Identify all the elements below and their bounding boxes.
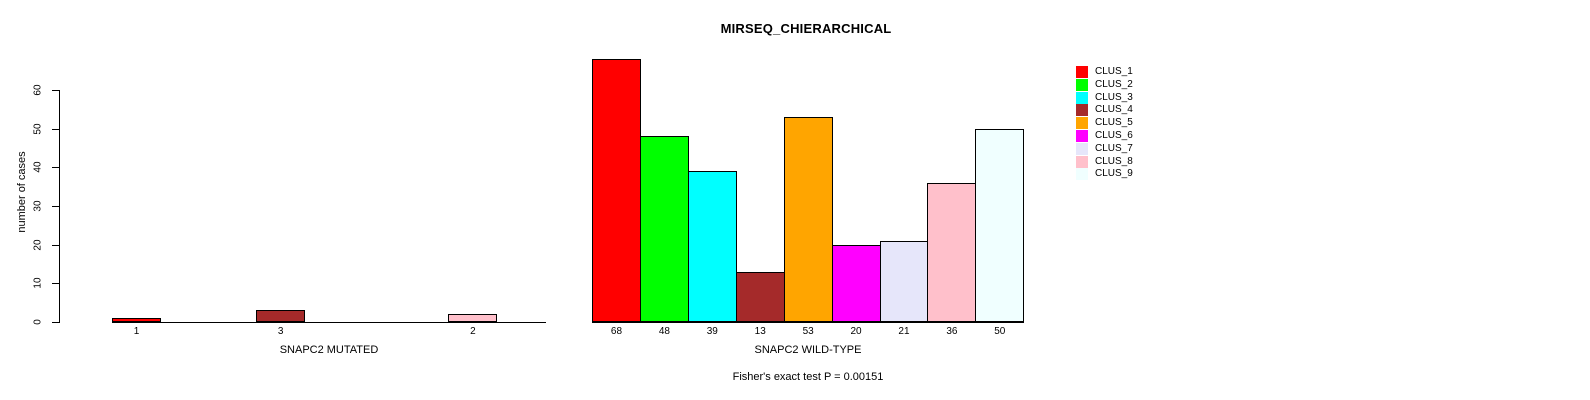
x-axis-label-mutated: SNAPC2 MUTATED <box>279 344 379 356</box>
bar-count-label: 1 <box>133 326 140 337</box>
y-axis-label: number of cases <box>16 151 28 233</box>
legend-label: CLUS_2 <box>1095 78 1133 90</box>
bar-count-label: 48 <box>658 326 670 337</box>
bar-count-label: 39 <box>706 326 718 337</box>
legend-label: CLUS_9 <box>1095 168 1133 180</box>
y-axis-tick <box>52 283 59 285</box>
bar-clus_4 <box>256 310 306 322</box>
bar-clus_2 <box>639 136 689 322</box>
bar-clus_6 <box>831 244 881 322</box>
y-axis-tick-label: 60 <box>32 84 44 96</box>
bar-count-label: 68 <box>610 326 623 337</box>
bar-count-label: 53 <box>802 326 814 337</box>
x-axis-line <box>592 322 1025 323</box>
x-axis-line <box>112 322 546 323</box>
bar-count-label: 20 <box>850 326 862 337</box>
fisher-test-annotation: Fisher's exact test P = 0.00151 <box>732 371 884 383</box>
legend-label: CLUS_6 <box>1095 130 1133 141</box>
y-axis-tick <box>52 90 59 91</box>
bar-count-label: 2 <box>470 326 476 337</box>
bar-clus_4 <box>735 271 785 322</box>
legend-swatch-clus_9 <box>1076 168 1088 181</box>
bar-clus_5 <box>783 117 833 322</box>
bar-clus_9 <box>975 128 1025 322</box>
bar-clus_1 <box>112 318 162 322</box>
legend-label: CLUS_3 <box>1095 91 1133 103</box>
bar-clus_8 <box>927 182 977 322</box>
x-axis-label-wildtype: SNAPC2 WILD-TYPE <box>754 344 862 356</box>
y-axis-tick-label: 50 <box>32 123 44 135</box>
bar-count-label: 50 <box>994 326 1006 337</box>
y-axis-tick <box>52 206 59 207</box>
bar-count-label: 13 <box>754 326 766 337</box>
y-axis-tick <box>52 244 59 246</box>
legend-swatch-clus_3 <box>1076 91 1088 104</box>
legend-swatch-clus_6 <box>1076 130 1088 142</box>
legend-swatch-clus_7 <box>1076 142 1088 155</box>
chart-title: MIRSEQ_CHIERARCHICAL <box>720 21 892 36</box>
y-axis-tick <box>52 322 59 323</box>
bar-clus_3 <box>687 171 737 322</box>
bar-clus_1 <box>592 59 641 322</box>
legend-label: CLUS_7 <box>1095 142 1133 154</box>
bar-clus_7 <box>879 240 929 322</box>
legend: CLUS_1 CLUS_2 CLUS_3 CLUS_4 CLUS_5 CLUS_6 CLUS… <box>1076 0 1196 200</box>
y-axis-tick-label: 30 <box>32 200 44 212</box>
legend-swatch-clus_4 <box>1076 104 1088 117</box>
y-axis-tick <box>52 128 59 130</box>
legend-label: CLUS_5 <box>1095 117 1133 129</box>
y-axis-tick-label: 10 <box>32 277 44 289</box>
legend-label: CLUS_8 <box>1095 155 1133 167</box>
y-axis-tick <box>52 167 59 169</box>
legend-swatch-clus_5 <box>1076 117 1088 130</box>
y-axis-tick-label: 20 <box>32 239 44 251</box>
bar-clus_8 <box>448 314 498 322</box>
legend-label: CLUS_1 <box>1095 66 1133 77</box>
bar-count-label: 3 <box>277 326 284 337</box>
legend-label: CLUS_4 <box>1095 104 1133 116</box>
y-axis-tick-label: 0 <box>32 319 44 325</box>
bar-count-label: 36 <box>946 326 958 337</box>
y-axis-line <box>59 90 60 323</box>
bar-count-label: 21 <box>898 326 910 337</box>
legend-swatch-clus_2 <box>1076 78 1088 91</box>
y-axis-tick-label: 40 <box>32 161 44 173</box>
legend-swatch-clus_1 <box>1076 66 1088 78</box>
legend-swatch-clus_8 <box>1076 155 1088 168</box>
